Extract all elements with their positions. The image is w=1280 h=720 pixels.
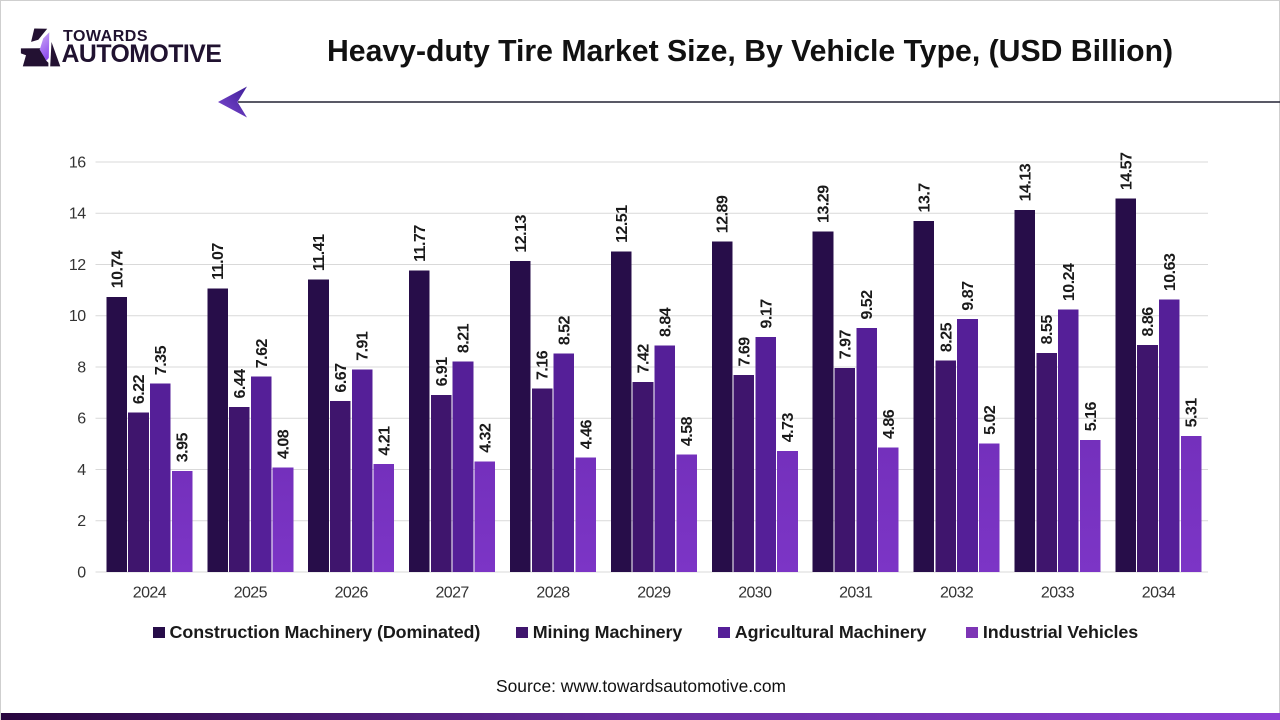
svg-text:8.55: 8.55	[1039, 315, 1056, 345]
svg-text:11.41: 11.41	[311, 234, 328, 271]
svg-text:10.63: 10.63	[1162, 253, 1179, 291]
svg-text:11.77: 11.77	[412, 225, 429, 262]
svg-text:4: 4	[77, 462, 86, 479]
svg-text:12.89: 12.89	[715, 195, 732, 233]
svg-text:11.07: 11.07	[210, 243, 227, 280]
svg-text:2032: 2032	[940, 585, 974, 602]
svg-text:8.52: 8.52	[557, 315, 574, 345]
svg-text:0: 0	[77, 564, 86, 581]
svg-text:8.21: 8.21	[456, 323, 473, 353]
svg-text:2025: 2025	[234, 585, 268, 602]
svg-text:10: 10	[69, 308, 86, 325]
svg-text:4.73: 4.73	[780, 413, 797, 443]
svg-text:8.25: 8.25	[938, 322, 955, 352]
svg-text:7.69: 7.69	[737, 337, 754, 367]
svg-text:13.7: 13.7	[917, 183, 934, 213]
svg-text:2034: 2034	[1142, 585, 1176, 602]
svg-text:2031: 2031	[839, 585, 873, 602]
svg-text:14.13: 14.13	[1017, 163, 1034, 201]
svg-text:6.44: 6.44	[232, 369, 249, 399]
svg-text:8: 8	[77, 359, 86, 376]
svg-text:7.91: 7.91	[355, 331, 372, 361]
svg-text:7.97: 7.97	[837, 330, 854, 360]
svg-text:2024: 2024	[133, 585, 167, 602]
svg-text:7.42: 7.42	[636, 344, 653, 374]
svg-text:2029: 2029	[637, 585, 671, 602]
svg-text:5.31: 5.31	[1184, 398, 1201, 428]
svg-text:10.24: 10.24	[1061, 263, 1078, 301]
svg-text:2027: 2027	[435, 585, 469, 602]
svg-text:6.22: 6.22	[131, 374, 148, 404]
svg-text:4.86: 4.86	[881, 409, 898, 439]
svg-text:4.46: 4.46	[578, 419, 595, 449]
svg-text:14: 14	[69, 206, 86, 223]
svg-text:5.16: 5.16	[1083, 402, 1100, 432]
svg-text:10.74: 10.74	[109, 250, 126, 288]
svg-text:2: 2	[77, 513, 86, 530]
svg-text:3.95: 3.95	[175, 433, 192, 463]
svg-text:13.29: 13.29	[816, 185, 833, 223]
svg-text:2028: 2028	[536, 585, 570, 602]
svg-text:12.13: 12.13	[513, 215, 530, 253]
svg-text:12.51: 12.51	[614, 205, 631, 243]
svg-text:2030: 2030	[738, 585, 772, 602]
svg-text:6.67: 6.67	[333, 363, 350, 393]
svg-text:9.17: 9.17	[758, 299, 775, 329]
svg-text:12: 12	[69, 257, 86, 274]
svg-text:4.58: 4.58	[679, 416, 696, 446]
svg-text:7.62: 7.62	[254, 338, 271, 368]
svg-text:6.91: 6.91	[434, 357, 451, 387]
svg-text:4.21: 4.21	[377, 426, 394, 456]
svg-text:16: 16	[69, 154, 86, 171]
svg-text:9.87: 9.87	[960, 281, 977, 311]
svg-text:14.57: 14.57	[1118, 152, 1135, 190]
svg-text:5.02: 5.02	[982, 405, 999, 435]
svg-text:2033: 2033	[1041, 585, 1075, 602]
svg-text:4.08: 4.08	[276, 429, 293, 459]
svg-text:9.52: 9.52	[859, 290, 876, 320]
svg-text:7.16: 7.16	[535, 350, 552, 380]
svg-text:8.86: 8.86	[1140, 307, 1157, 337]
svg-text:6: 6	[77, 411, 86, 428]
svg-text:8.84: 8.84	[657, 307, 674, 337]
svg-text:7.35: 7.35	[153, 345, 170, 375]
svg-text:4.32: 4.32	[477, 423, 494, 453]
svg-text:2026: 2026	[335, 585, 369, 602]
